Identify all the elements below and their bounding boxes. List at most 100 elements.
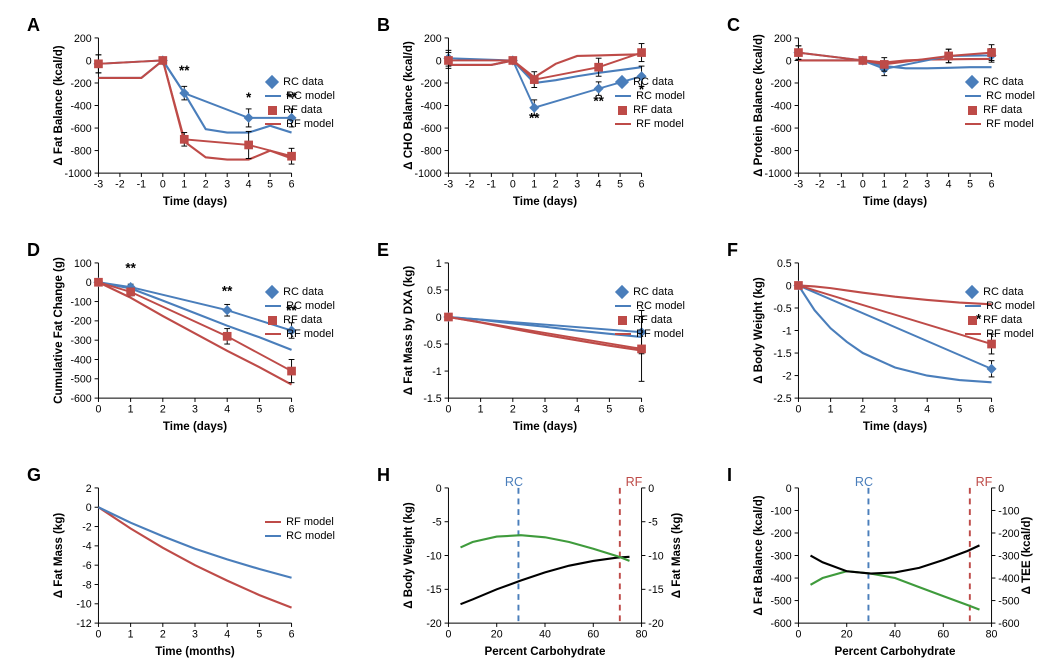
chart-legend: RC dataRC modelRF dataRF model	[965, 75, 1035, 131]
svg-text:2: 2	[553, 179, 559, 191]
svg-text:1: 1	[128, 629, 134, 641]
svg-text:-3: -3	[444, 179, 454, 191]
panel-letter: H	[377, 465, 390, 486]
svg-text:1: 1	[881, 179, 887, 191]
svg-text:Δ Fat Balance (kcal/d): Δ Fat Balance (kcal/d)	[53, 45, 65, 165]
svg-text:-800: -800	[420, 145, 441, 157]
svg-text:2: 2	[160, 629, 166, 641]
svg-text:60: 60	[937, 629, 949, 641]
svg-text:RF: RF	[976, 475, 993, 489]
svg-text:RC: RC	[855, 475, 873, 489]
svg-text:-200: -200	[770, 528, 791, 540]
svg-text:200: 200	[74, 33, 92, 45]
svg-text:**: **	[222, 284, 233, 299]
svg-text:1: 1	[828, 404, 834, 416]
svg-text:40: 40	[539, 629, 551, 641]
svg-text:Δ Fat Mass (kg): Δ Fat Mass (kg)	[53, 513, 65, 599]
svg-text:Δ Fat Mass (kg): Δ Fat Mass (kg)	[671, 513, 683, 599]
svg-text:Percent Carbohydrate: Percent Carbohydrate	[835, 646, 957, 658]
svg-text:-300: -300	[70, 335, 91, 347]
svg-text:-0.5: -0.5	[423, 339, 441, 351]
svg-text:-2: -2	[82, 521, 92, 533]
svg-text:0: 0	[786, 280, 792, 292]
legend-item: RF model	[615, 117, 685, 131]
svg-text:-100: -100	[770, 505, 791, 517]
panel-G: GRF modelRC model-12-10-8-6-4-2020123456…	[55, 470, 255, 610]
legend-label: RC model	[286, 529, 335, 543]
svg-text:-10: -10	[76, 599, 91, 611]
svg-text:2: 2	[86, 483, 92, 495]
svg-text:-1000: -1000	[765, 168, 792, 180]
svg-text:-8: -8	[82, 579, 92, 591]
svg-text:5: 5	[956, 404, 962, 416]
legend-label: RC model	[636, 299, 685, 313]
svg-text:0: 0	[160, 179, 166, 191]
chart-svg: -2.5-2-1.5-1-0.500.50123456Time (days)Δ …	[755, 245, 1035, 445]
svg-text:4: 4	[924, 404, 930, 416]
svg-text:-200: -200	[998, 528, 1019, 540]
svg-text:Cumulative Fat Change (g): Cumulative Fat Change (g)	[53, 257, 65, 404]
legend-item: RF model	[265, 327, 335, 341]
svg-text:4: 4	[224, 629, 230, 641]
svg-text:6: 6	[289, 179, 295, 191]
legend-item: RC model	[265, 89, 335, 103]
svg-text:-600: -600	[70, 123, 91, 135]
svg-text:-1.5: -1.5	[773, 348, 791, 360]
svg-text:-1: -1	[837, 179, 847, 191]
svg-text:60: 60	[587, 629, 599, 641]
panel-letter: A	[27, 15, 40, 36]
svg-text:1: 1	[436, 258, 442, 270]
svg-text:4: 4	[574, 404, 580, 416]
legend-item: RF data	[615, 103, 685, 117]
svg-text:-3: -3	[794, 179, 804, 191]
svg-text:0: 0	[648, 483, 654, 495]
svg-text:0: 0	[795, 404, 801, 416]
panel-C: CRC dataRC modelRF dataRF model-1000-800…	[755, 20, 955, 160]
legend-label: RF data	[983, 313, 1022, 327]
svg-text:20: 20	[491, 629, 503, 641]
svg-text:2: 2	[203, 179, 209, 191]
svg-text:Time (days): Time (days)	[513, 196, 577, 208]
panel-letter: E	[377, 240, 389, 261]
svg-text:5: 5	[617, 179, 623, 191]
chart-svg: -1.5-1-0.500.510123456Time (days)Δ Fat M…	[405, 245, 685, 445]
svg-text:40: 40	[889, 629, 901, 641]
legend-label: RC data	[983, 285, 1023, 299]
svg-text:1: 1	[128, 404, 134, 416]
svg-text:Δ Fat Mass by DXA (kg): Δ Fat Mass by DXA (kg)	[403, 266, 415, 396]
legend-item: RF model	[965, 117, 1035, 131]
svg-text:5: 5	[256, 404, 262, 416]
svg-text:0: 0	[86, 277, 92, 289]
svg-text:*: *	[246, 90, 252, 105]
svg-text:5: 5	[967, 179, 973, 191]
svg-text:**: **	[125, 261, 136, 276]
svg-text:Time (days): Time (days)	[163, 196, 227, 208]
svg-text:-600: -600	[420, 123, 441, 135]
chart-legend: RC dataRC modelRF dataRF model	[265, 75, 335, 131]
svg-text:1: 1	[181, 179, 187, 191]
svg-text:0: 0	[436, 55, 442, 67]
legend-label: RC data	[633, 75, 673, 89]
chart-legend: RC dataRC modelRF dataRF model	[615, 285, 685, 341]
svg-text:-1: -1	[137, 179, 147, 191]
svg-text:-2: -2	[115, 179, 125, 191]
panel-F: FRC dataRC modelRF dataRF model-2.5-2-1.…	[755, 245, 955, 385]
chart-svg: -20-15-10-50020406080-20-15-10-50Percent…	[405, 470, 685, 670]
chart-svg: -600-500-400-300-200-10001000123456Time …	[55, 245, 335, 445]
svg-text:0: 0	[860, 179, 866, 191]
svg-text:2: 2	[860, 404, 866, 416]
panel-D: DRC dataRC modelRF dataRF model-600-500-…	[55, 245, 255, 385]
svg-text:-200: -200	[70, 316, 91, 328]
svg-text:-600: -600	[770, 618, 791, 630]
legend-item: RF model	[265, 515, 335, 529]
svg-text:Δ CHO Balance (kcal/d): Δ CHO Balance (kcal/d)	[403, 41, 415, 170]
svg-text:3: 3	[892, 404, 898, 416]
legend-item: RC model	[615, 299, 685, 313]
svg-text:**: **	[179, 63, 190, 78]
svg-text:Δ Body Weight (kg): Δ Body Weight (kg)	[403, 502, 415, 609]
svg-text:2: 2	[160, 404, 166, 416]
chart-legend: RC dataRC modelRF dataRF model	[265, 285, 335, 341]
legend-label: RC model	[286, 89, 335, 103]
svg-text:0: 0	[445, 629, 451, 641]
svg-text:4: 4	[946, 179, 952, 191]
